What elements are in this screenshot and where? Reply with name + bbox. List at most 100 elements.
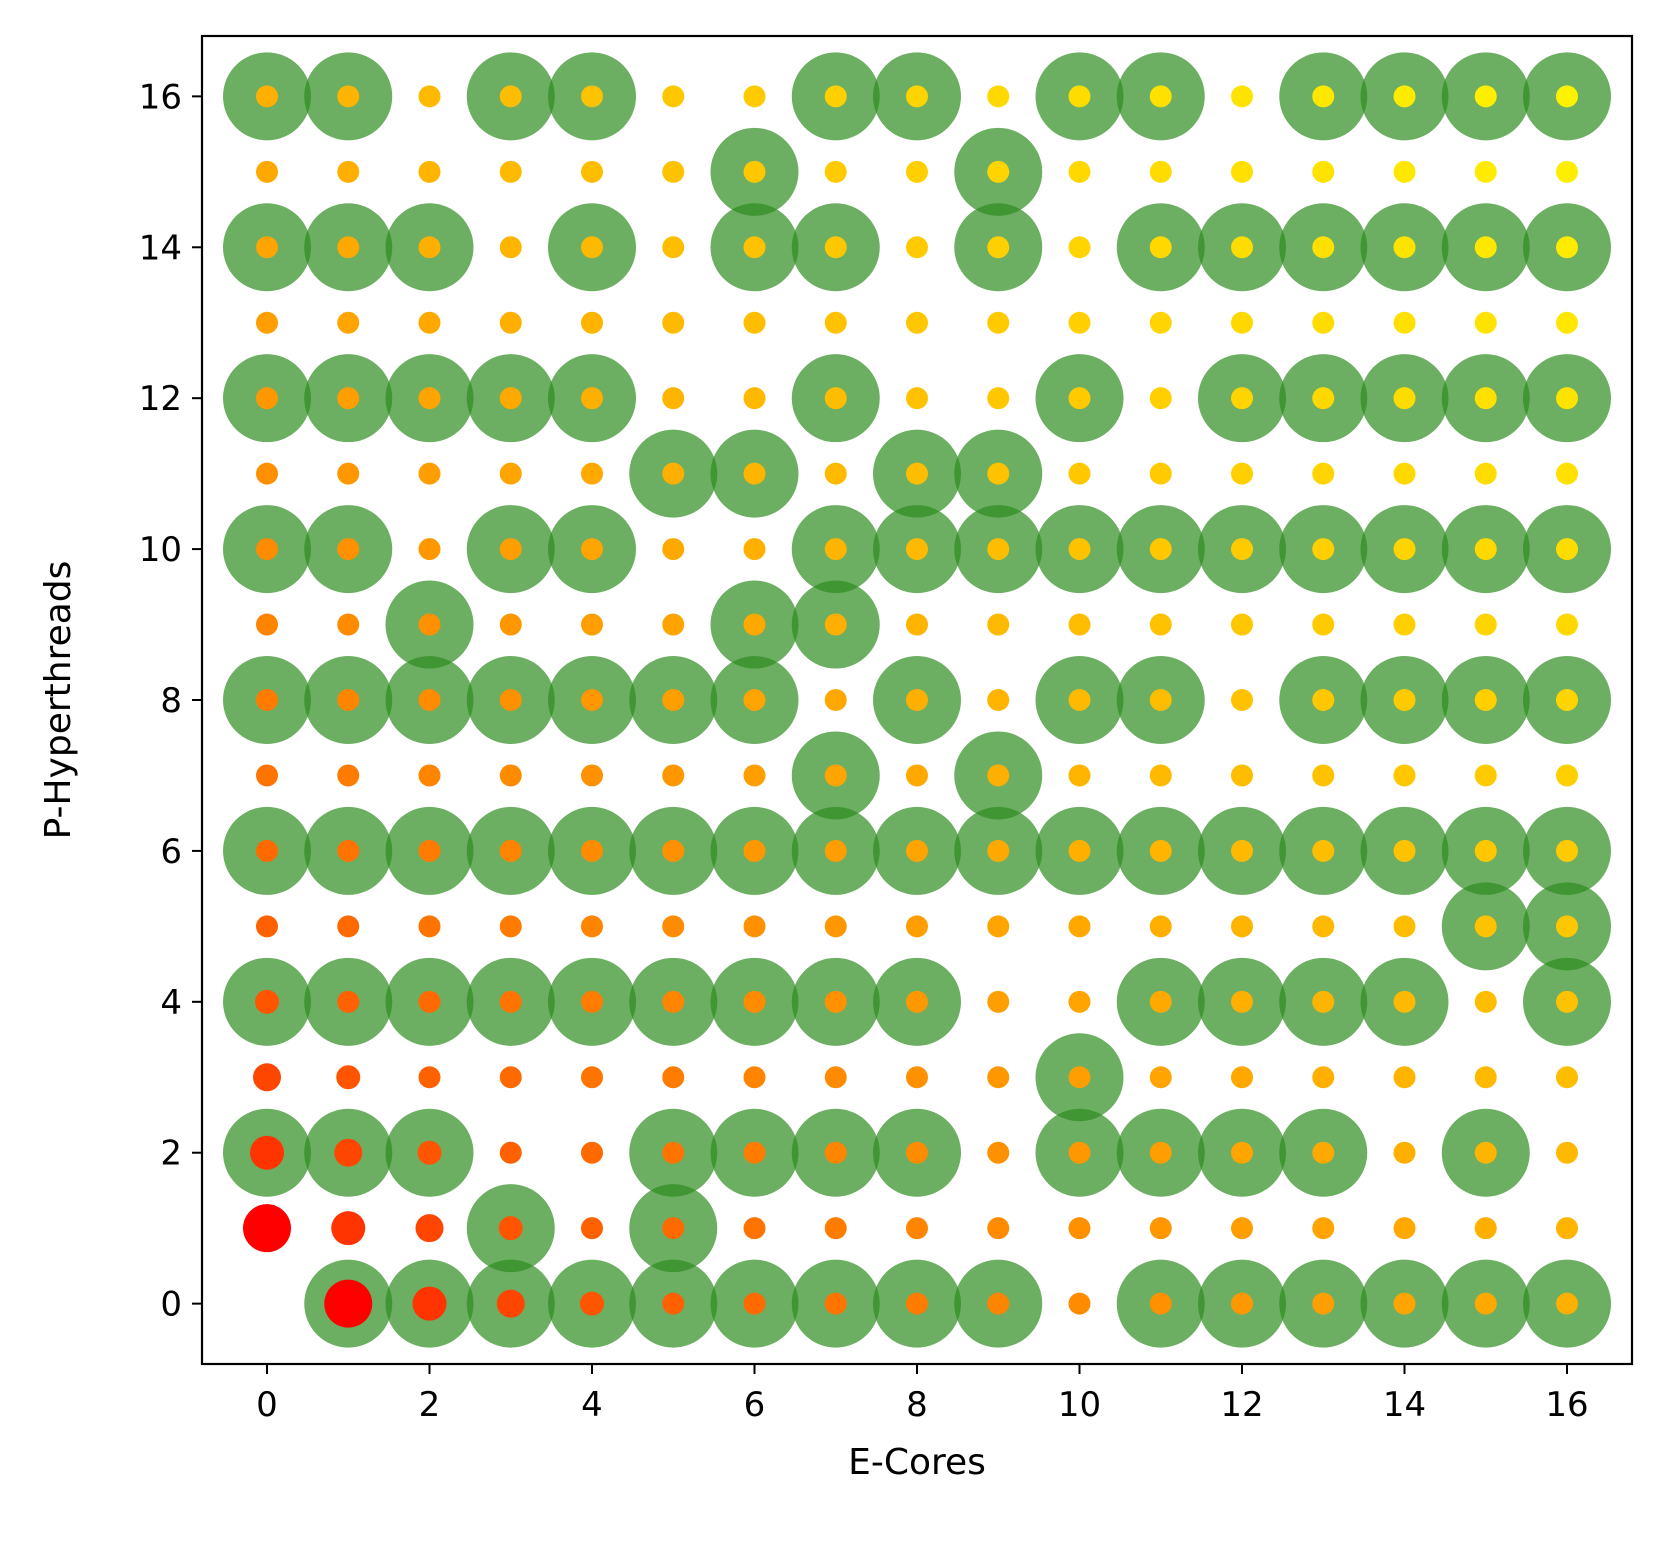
data-point <box>1312 1217 1335 1240</box>
data-point <box>1474 462 1497 485</box>
data-point <box>1149 1066 1172 1089</box>
data-point <box>1474 538 1497 561</box>
data-point <box>1556 764 1578 787</box>
data-point <box>743 236 766 259</box>
data-point <box>824 613 847 636</box>
data-point <box>1393 839 1416 862</box>
data-point <box>1068 764 1091 787</box>
data-point <box>824 311 847 334</box>
data-point <box>256 613 278 636</box>
data-point <box>662 839 685 862</box>
data-point <box>581 764 603 787</box>
data-point <box>337 160 360 183</box>
data-point <box>1068 387 1091 410</box>
data-point <box>1393 1066 1416 1089</box>
data-point <box>256 764 278 787</box>
x-tick-label: 2 <box>419 1385 441 1425</box>
data-point <box>337 311 360 334</box>
data-point <box>1556 387 1578 410</box>
data-point <box>256 538 278 561</box>
data-point <box>1231 1066 1253 1089</box>
data-point <box>1312 764 1335 787</box>
x-tick-label: 8 <box>906 1385 928 1425</box>
data-point <box>743 613 766 636</box>
data-point <box>824 1141 847 1164</box>
x-tick-label: 14 <box>1383 1385 1426 1425</box>
x-axis-ticks: 0 2 4 6 8 10 12 14 16 <box>256 1364 1589 1425</box>
data-point <box>1474 160 1497 183</box>
data-point <box>1149 689 1172 711</box>
data-point <box>987 538 1010 561</box>
data-point <box>662 236 685 259</box>
data-point <box>987 1292 1010 1315</box>
data-point <box>256 311 278 334</box>
data-point <box>1149 160 1172 183</box>
data-point <box>581 160 603 183</box>
data-point <box>1149 915 1172 938</box>
x-tick-label: 10 <box>1058 1385 1101 1425</box>
data-point <box>1068 311 1091 334</box>
y-tick-label: 0 <box>160 1285 182 1325</box>
data-point <box>1149 1292 1172 1315</box>
data-point <box>662 1141 685 1164</box>
data-point <box>499 85 522 108</box>
data-point <box>906 1141 928 1164</box>
data-point <box>1312 538 1335 561</box>
data-point <box>987 387 1010 410</box>
data-point <box>1312 462 1335 485</box>
data-point <box>1474 990 1497 1013</box>
data-point <box>1393 160 1416 183</box>
data-point <box>1474 1141 1497 1164</box>
data-point <box>1231 311 1253 334</box>
data-point <box>1068 613 1091 636</box>
y-tick-label: 10 <box>139 530 182 570</box>
data-point <box>256 236 278 259</box>
data-point <box>906 839 928 862</box>
data-point <box>662 538 685 561</box>
data-point <box>906 689 928 711</box>
data-point <box>1556 85 1578 108</box>
data-point <box>581 915 603 938</box>
data-point <box>743 160 766 183</box>
data-point <box>1474 311 1497 334</box>
data-point <box>906 387 928 410</box>
data-point <box>418 462 441 485</box>
data-point <box>662 1066 685 1089</box>
data-point <box>1474 1066 1497 1089</box>
data-point <box>1474 839 1497 862</box>
data-point <box>906 160 928 183</box>
data-point <box>337 839 360 862</box>
data-point <box>1068 1292 1091 1315</box>
data-point <box>337 236 360 259</box>
data-point <box>987 85 1010 108</box>
data-point <box>987 1066 1010 1089</box>
data-point <box>1556 236 1578 259</box>
data-point <box>581 990 603 1013</box>
data-point <box>743 462 766 485</box>
data-point <box>1149 990 1172 1013</box>
data-point <box>256 85 278 108</box>
data-point <box>499 1066 522 1089</box>
data-point <box>418 689 441 711</box>
data-point <box>824 387 847 410</box>
data-point <box>1474 1217 1497 1240</box>
data-point <box>499 236 522 259</box>
data-point <box>581 538 603 561</box>
data-point <box>743 387 766 410</box>
data-point <box>499 1141 522 1164</box>
data-point <box>987 462 1010 485</box>
data-point <box>1068 538 1091 561</box>
data-point <box>743 1217 766 1240</box>
data-point <box>1149 387 1172 410</box>
data-point <box>662 311 685 334</box>
data-point <box>581 1066 603 1089</box>
data-point <box>253 1063 281 1092</box>
data-point <box>743 85 766 108</box>
data-point <box>418 236 441 259</box>
data-point <box>418 839 441 862</box>
data-point <box>1149 613 1172 636</box>
data-point <box>337 990 360 1013</box>
data-point <box>1474 236 1497 259</box>
data-point <box>1312 387 1335 410</box>
x-tick-label: 6 <box>744 1385 766 1425</box>
